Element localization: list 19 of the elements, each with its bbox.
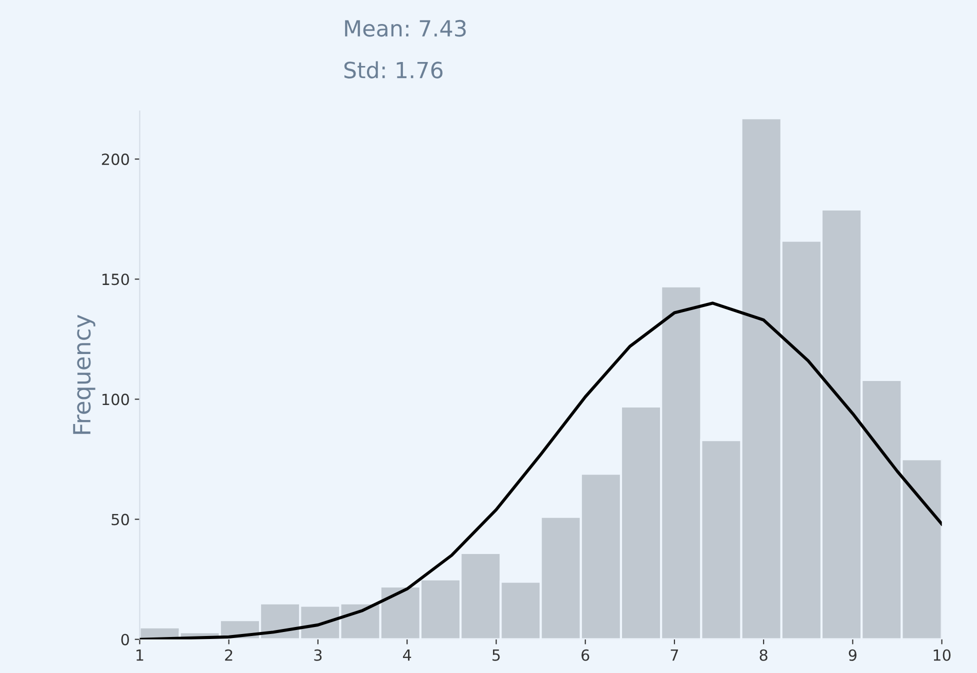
- x-tick-label: 5: [492, 650, 500, 661]
- x-tick-label: 3: [314, 649, 322, 661]
- y-tick-label: 200: [102, 154, 129, 166]
- line-series: [140, 302, 942, 640]
- x-tick-label: 1: [136, 650, 144, 661]
- y-tick-label: 150: [102, 274, 129, 286]
- y-tick-label: 50: [112, 514, 129, 526]
- y-axis-title: Frequency: [73, 314, 96, 434]
- y-tick-label: 100: [102, 394, 129, 406]
- x-tick-label: 8: [760, 649, 768, 661]
- x-tick-label: 2: [225, 649, 232, 661]
- x-tick-label: 10: [934, 649, 951, 661]
- text: Mean: 7.43: [345, 20, 466, 37]
- x-tick-label: 4: [402, 650, 412, 661]
- y-tick-label: 0: [121, 634, 129, 646]
- x-tick-label: 6: [582, 649, 590, 661]
- text: Std: 1.76: [344, 61, 442, 78]
- x-tick-label: 7: [670, 650, 678, 661]
- x-tick-label: 9: [848, 649, 856, 661]
